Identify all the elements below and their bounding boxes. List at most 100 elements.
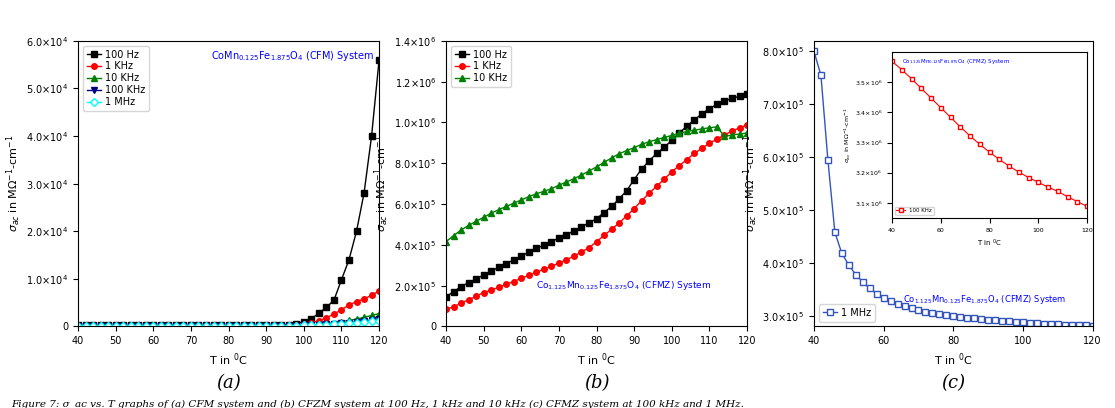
100 Hz bbox=[537, 243, 551, 248]
1 MHz bbox=[79, 324, 93, 328]
1 KHz bbox=[268, 324, 281, 328]
100 Hz bbox=[642, 158, 656, 163]
100 KHz bbox=[252, 324, 265, 328]
10 KHz bbox=[582, 169, 595, 173]
10 KHz bbox=[268, 324, 281, 328]
1 MHz bbox=[1079, 323, 1093, 328]
100 KHz bbox=[372, 317, 386, 322]
Legend: 100 Hz, 1 KHz, 10 KHz: 100 Hz, 1 KHz, 10 KHz bbox=[450, 46, 512, 87]
1 KHz bbox=[260, 324, 273, 328]
10 KHz bbox=[350, 317, 363, 322]
100 Hz bbox=[477, 273, 491, 277]
1 MHz bbox=[94, 324, 107, 328]
1 KHz bbox=[455, 300, 468, 305]
100 KHz bbox=[124, 324, 137, 328]
100 KHz bbox=[87, 324, 100, 328]
100 Hz bbox=[612, 197, 626, 202]
1 MHz bbox=[71, 324, 85, 328]
10 KHz bbox=[222, 324, 235, 328]
10 KHz bbox=[740, 131, 754, 135]
1 KHz bbox=[147, 324, 161, 328]
Text: (c): (c) bbox=[941, 374, 966, 392]
100 Hz bbox=[237, 323, 251, 328]
1 MHz bbox=[821, 157, 834, 162]
1 MHz bbox=[814, 73, 827, 78]
100 Hz bbox=[154, 323, 167, 328]
1 MHz bbox=[940, 312, 953, 317]
1 MHz bbox=[968, 316, 981, 321]
100 KHz bbox=[71, 324, 85, 328]
10 KHz bbox=[484, 211, 497, 215]
1 MHz bbox=[1044, 322, 1057, 327]
100 Hz bbox=[439, 295, 453, 299]
10 KHz bbox=[620, 148, 633, 153]
Text: Figure 7: σ_ac vs. T graphs of (a) CFM system and (b) CFZM system at 100 Hz, 1 k: Figure 7: σ_ac vs. T graphs of (a) CFM s… bbox=[11, 399, 744, 408]
1 MHz bbox=[828, 230, 842, 235]
1 MHz bbox=[1017, 320, 1030, 325]
1 MHz bbox=[274, 324, 288, 328]
100 Hz bbox=[87, 323, 100, 328]
100 Hz bbox=[726, 96, 739, 101]
100 Hz bbox=[500, 261, 513, 266]
Line: 100 Hz: 100 Hz bbox=[444, 91, 749, 299]
100 Hz bbox=[109, 323, 123, 328]
100 Hz bbox=[666, 138, 679, 143]
10 KHz bbox=[552, 183, 565, 188]
1 MHz bbox=[932, 311, 946, 316]
10 KHz bbox=[94, 324, 107, 328]
10 KHz bbox=[214, 324, 227, 328]
100 Hz bbox=[650, 151, 663, 156]
100 KHz bbox=[357, 319, 370, 324]
1 MHz bbox=[996, 318, 1009, 323]
1 MHz bbox=[1009, 319, 1022, 324]
100 KHz bbox=[350, 319, 363, 324]
Line: 1 KHz: 1 KHz bbox=[76, 288, 381, 329]
100 Hz bbox=[177, 323, 191, 328]
10 KHz bbox=[718, 134, 731, 139]
1 KHz bbox=[132, 324, 145, 328]
10 KHz bbox=[439, 239, 453, 244]
1 KHz bbox=[139, 324, 153, 328]
100 Hz bbox=[372, 58, 386, 62]
10 KHz bbox=[733, 131, 746, 136]
100 Hz bbox=[688, 118, 701, 122]
1 MHz bbox=[1030, 321, 1044, 326]
1 KHz bbox=[237, 324, 251, 328]
10 KHz bbox=[207, 324, 221, 328]
1 KHz bbox=[357, 296, 370, 301]
100 Hz bbox=[101, 323, 115, 328]
1 KHz bbox=[710, 137, 724, 142]
100 Hz bbox=[702, 106, 716, 111]
1 MHz bbox=[342, 321, 356, 326]
1 KHz bbox=[628, 206, 641, 211]
100 Hz bbox=[530, 246, 543, 251]
10 KHz bbox=[628, 145, 641, 150]
1 MHz bbox=[1073, 323, 1086, 328]
1 MHz bbox=[1037, 322, 1050, 326]
1 KHz bbox=[320, 315, 333, 320]
1 MHz bbox=[961, 315, 975, 320]
10 KHz bbox=[672, 131, 686, 136]
1 KHz bbox=[590, 239, 603, 244]
1 KHz bbox=[507, 279, 521, 284]
1 MHz bbox=[169, 324, 183, 328]
1 KHz bbox=[328, 312, 341, 317]
100 Hz bbox=[230, 323, 243, 328]
1 MHz bbox=[268, 324, 281, 328]
10 KHz bbox=[522, 194, 535, 199]
100 KHz bbox=[290, 323, 303, 328]
100 Hz bbox=[320, 305, 333, 310]
1 KHz bbox=[230, 324, 243, 328]
10 KHz bbox=[357, 315, 370, 320]
1 MHz bbox=[139, 324, 153, 328]
100 KHz bbox=[222, 324, 235, 328]
100 Hz bbox=[222, 323, 235, 328]
100 Hz bbox=[590, 216, 603, 221]
100 KHz bbox=[365, 317, 378, 322]
1 KHz bbox=[290, 322, 303, 327]
10 KHz bbox=[162, 324, 175, 328]
100 KHz bbox=[282, 324, 295, 328]
1 KHz bbox=[530, 270, 543, 275]
100 Hz bbox=[290, 321, 303, 326]
100 KHz bbox=[139, 324, 153, 328]
